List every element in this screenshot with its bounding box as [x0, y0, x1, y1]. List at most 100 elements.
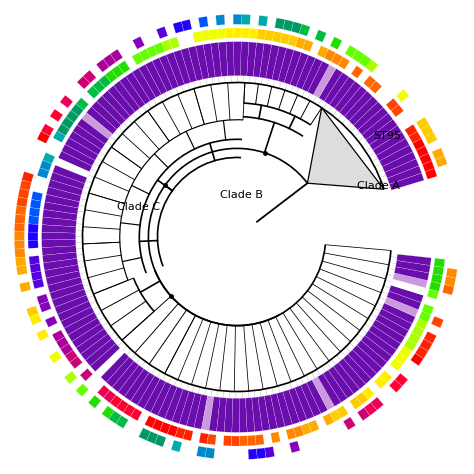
Wedge shape: [374, 376, 387, 389]
Wedge shape: [396, 261, 430, 273]
Wedge shape: [387, 166, 422, 184]
Wedge shape: [224, 398, 233, 432]
Wedge shape: [39, 301, 51, 312]
Wedge shape: [28, 216, 39, 225]
Wedge shape: [223, 436, 232, 446]
Wedge shape: [362, 113, 393, 140]
Wedge shape: [395, 373, 408, 386]
Wedge shape: [111, 65, 124, 78]
Wedge shape: [201, 396, 214, 430]
Wedge shape: [352, 50, 365, 63]
Wedge shape: [16, 206, 27, 215]
Wedge shape: [390, 173, 424, 190]
Wedge shape: [155, 435, 166, 447]
Wedge shape: [42, 225, 76, 233]
Wedge shape: [395, 352, 408, 365]
Wedge shape: [278, 48, 294, 82]
Wedge shape: [416, 146, 428, 157]
Wedge shape: [14, 240, 25, 249]
Wedge shape: [55, 295, 89, 314]
Text: Clade C: Clade C: [117, 202, 160, 212]
Wedge shape: [308, 420, 319, 432]
Wedge shape: [80, 368, 93, 381]
Wedge shape: [188, 46, 203, 81]
Wedge shape: [324, 73, 349, 105]
Wedge shape: [91, 101, 121, 129]
Wedge shape: [110, 49, 123, 62]
Wedge shape: [255, 434, 264, 445]
Wedge shape: [291, 22, 302, 34]
Wedge shape: [375, 314, 409, 337]
Wedge shape: [103, 390, 116, 403]
Wedge shape: [348, 350, 377, 379]
Wedge shape: [295, 385, 314, 419]
Wedge shape: [175, 427, 185, 439]
Wedge shape: [124, 369, 149, 401]
Wedge shape: [249, 28, 258, 39]
Wedge shape: [48, 180, 83, 196]
Wedge shape: [14, 232, 24, 240]
Wedge shape: [95, 348, 125, 377]
Wedge shape: [159, 55, 179, 89]
Wedge shape: [234, 42, 241, 76]
Wedge shape: [396, 89, 409, 102]
Wedge shape: [357, 408, 370, 420]
Wedge shape: [146, 46, 158, 58]
Wedge shape: [444, 276, 456, 287]
Wedge shape: [69, 131, 101, 155]
Wedge shape: [389, 380, 402, 392]
Wedge shape: [160, 422, 171, 434]
Wedge shape: [179, 391, 195, 426]
Wedge shape: [146, 431, 158, 444]
Wedge shape: [207, 434, 216, 445]
Wedge shape: [409, 131, 421, 143]
Wedge shape: [42, 232, 76, 240]
Wedge shape: [258, 396, 270, 431]
Wedge shape: [181, 48, 197, 82]
Wedge shape: [183, 429, 193, 441]
Wedge shape: [271, 393, 285, 428]
Wedge shape: [92, 80, 105, 93]
Wedge shape: [369, 325, 401, 350]
Wedge shape: [312, 377, 335, 410]
Wedge shape: [277, 392, 292, 427]
Wedge shape: [156, 27, 168, 39]
Wedge shape: [338, 57, 350, 70]
Wedge shape: [151, 382, 172, 416]
Wedge shape: [308, 61, 329, 95]
Wedge shape: [152, 58, 173, 91]
Wedge shape: [97, 385, 110, 398]
Wedge shape: [283, 19, 293, 31]
Wedge shape: [435, 156, 447, 167]
Wedge shape: [152, 419, 164, 431]
Wedge shape: [393, 273, 428, 288]
Wedge shape: [345, 45, 357, 58]
Wedge shape: [415, 318, 428, 330]
Wedge shape: [44, 202, 78, 214]
Wedge shape: [427, 289, 439, 300]
Wedge shape: [76, 328, 108, 354]
Wedge shape: [432, 148, 444, 160]
Wedge shape: [138, 64, 161, 98]
Wedge shape: [61, 307, 94, 328]
Wedge shape: [239, 398, 247, 432]
Text: Clade B: Clade B: [220, 191, 263, 201]
Wedge shape: [65, 350, 78, 362]
Wedge shape: [434, 258, 445, 267]
Wedge shape: [133, 36, 145, 49]
Wedge shape: [317, 46, 328, 58]
Wedge shape: [43, 210, 77, 220]
Wedge shape: [379, 309, 412, 330]
Wedge shape: [217, 28, 226, 39]
Wedge shape: [139, 428, 151, 440]
Wedge shape: [70, 356, 82, 369]
Text: ST95: ST95: [374, 131, 401, 141]
Wedge shape: [20, 180, 31, 191]
Wedge shape: [64, 312, 98, 335]
Wedge shape: [290, 53, 309, 87]
Wedge shape: [46, 271, 81, 285]
Wedge shape: [82, 112, 113, 139]
Wedge shape: [259, 44, 272, 78]
Wedge shape: [425, 132, 438, 144]
Wedge shape: [40, 160, 52, 171]
